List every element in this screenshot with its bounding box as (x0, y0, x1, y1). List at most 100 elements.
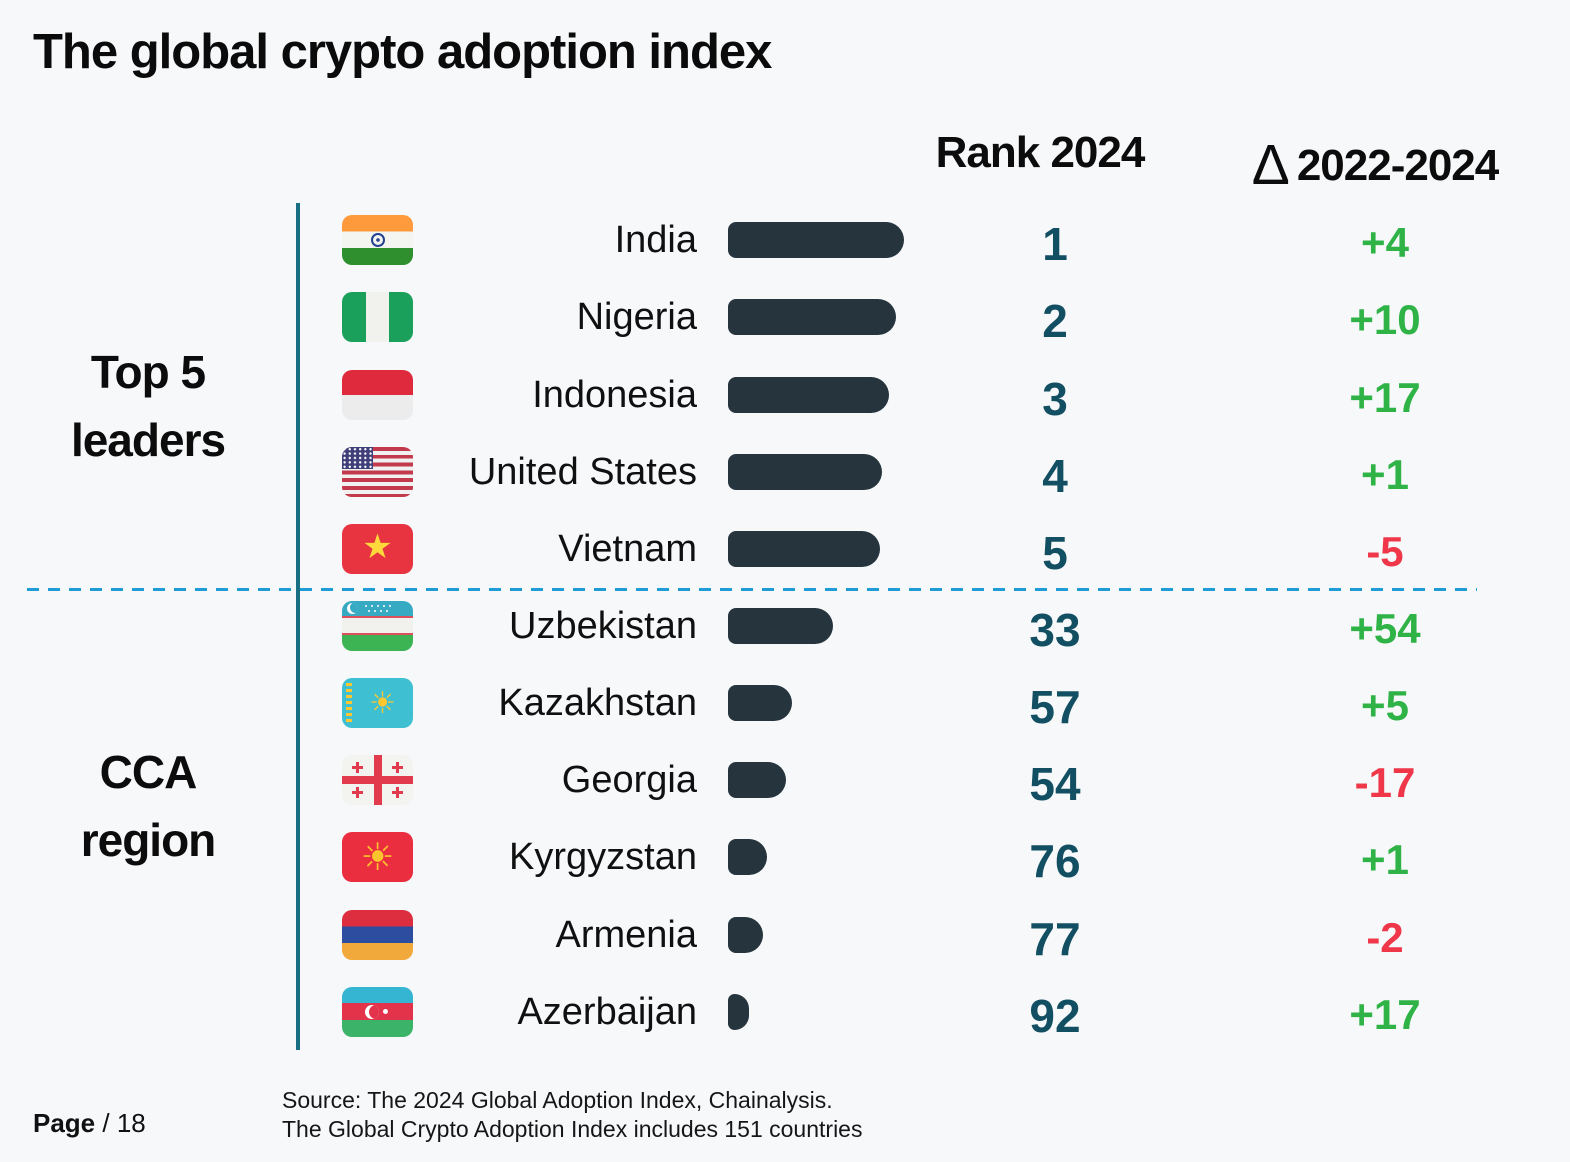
armenia-flag-icon (342, 910, 413, 960)
sun-icon: ☀ (360, 836, 395, 879)
delta-value: -5 (1366, 528, 1404, 575)
rank-value: 3 (1042, 373, 1068, 425)
rank-value: 54 (1029, 758, 1081, 810)
united-states-flag-icon (342, 447, 413, 497)
country-label: Nigeria (576, 296, 697, 338)
delta-value: +54 (1349, 605, 1421, 652)
rank-bar (728, 299, 896, 335)
crescent-icon (347, 603, 358, 614)
group-label-top5-line2: leaders (70, 414, 226, 466)
group-label-cca-line2: region (80, 814, 217, 866)
stars-canton (342, 447, 373, 469)
country-label: Indonesia (532, 374, 697, 416)
group-label-top5: Top 5 leaders (28, 338, 268, 474)
small-cross-icon (392, 762, 403, 773)
rank-value: 5 (1042, 527, 1068, 579)
delta-value: +1 (1361, 836, 1409, 883)
india-flag-icon (342, 215, 413, 265)
source-line-2: The Global Crypto Adoption Index include… (282, 1116, 863, 1142)
country-label: Armenia (555, 914, 698, 956)
rank-value: 1 (1042, 218, 1068, 270)
uzbekistan-flag-icon (342, 601, 413, 651)
rank-bar (728, 994, 749, 1030)
section-divider-dashed (27, 588, 1477, 591)
rank-bar (728, 377, 889, 413)
page-number: / 18 (102, 1108, 146, 1138)
vietnam-flag-icon: ★ (342, 524, 413, 574)
delta-value: -2 (1366, 914, 1404, 961)
star-icon: ★ (362, 528, 393, 566)
table-row-nigeria: Nigeria 2 +10 (0, 278, 1570, 356)
small-cross-icon (352, 762, 363, 773)
crescent-icon (365, 1005, 379, 1019)
table-row-azerbaijan: Azerbaijan 92 +17 (0, 973, 1570, 1051)
kyrgyzstan-flag-icon: ☀ (342, 832, 413, 882)
table-row-uzbekistan: Uzbekistan 33 +54 (0, 587, 1570, 665)
sun-icon: ☀ (369, 686, 396, 720)
delta-triangle-icon: Δ (1251, 133, 1290, 197)
group-label-cca-line1: CCA (99, 746, 198, 798)
rank-value: 57 (1029, 681, 1081, 733)
rank-bar (728, 454, 882, 490)
country-label: Kyrgyzstan (509, 836, 697, 878)
rank-value: 92 (1029, 990, 1081, 1042)
page-title: The global crypto adoption index (33, 25, 772, 79)
delta-value: -17 (1354, 759, 1416, 806)
delta-value: +10 (1349, 296, 1421, 343)
page-label: Page (33, 1108, 96, 1138)
delta-value: +17 (1349, 991, 1421, 1038)
rank-value: 33 (1029, 604, 1081, 656)
rank-value: 4 (1042, 450, 1068, 502)
rank-value: 2 (1042, 295, 1068, 347)
star-dot-icon (383, 1009, 388, 1014)
country-label: Georgia (561, 759, 697, 801)
table-row-kyrgyzstan: ☀ Kyrgyzstan 76 +1 (0, 818, 1570, 896)
country-label: United States (468, 451, 697, 493)
rank-bar (728, 762, 786, 798)
vertical-axis-line (296, 203, 300, 1050)
delta-value: +1 (1361, 451, 1409, 498)
country-label: Azerbaijan (517, 991, 697, 1033)
chakra-icon (370, 233, 385, 247)
kazakhstan-flag-icon: ☀ (342, 678, 413, 728)
source-line-1: Source: The 2024 Global Adoption Index, … (282, 1087, 833, 1113)
country-label: Kazakhstan (498, 682, 697, 724)
rank-bar (728, 685, 792, 721)
country-label: Vietnam (558, 528, 697, 570)
cross-bar-vertical (373, 755, 382, 805)
rank-bar (728, 531, 880, 567)
source-note: Source: The 2024 Global Adoption Index, … (282, 1086, 862, 1144)
table-row-vietnam: ★ Vietnam 5 -5 (0, 510, 1570, 588)
column-header-rank: Rank 2024 (935, 128, 1146, 177)
rank-value: 76 (1029, 835, 1081, 887)
group-label-top5-line1: Top 5 (90, 346, 206, 398)
table-row-india: India 1 +4 (0, 201, 1570, 279)
table-row-georgia: Georgia 54 -17 (0, 741, 1570, 819)
small-cross-icon (392, 787, 403, 798)
delta-value: +5 (1361, 682, 1409, 729)
table-row-indonesia: Indonesia 3 +17 (0, 356, 1570, 434)
country-label: India (614, 219, 697, 261)
column-header-delta-label: 2022-2024 (1296, 141, 1499, 190)
rank-bar (728, 608, 833, 644)
group-label-cca: CCA region (28, 738, 268, 874)
column-header-delta: Δ 2022-2024 (1210, 128, 1540, 197)
rank-bar (728, 222, 904, 258)
page-indicator: Page / 18 (33, 1108, 146, 1139)
rank-bar (728, 917, 763, 953)
ornament-strip (346, 683, 352, 723)
table-row-kazakhstan: ☀ Kazakhstan 57 +5 (0, 664, 1570, 742)
nigeria-flag-icon (342, 292, 413, 342)
rank-value: 77 (1029, 913, 1081, 965)
azerbaijan-flag-icon (342, 987, 413, 1037)
table-row-united-states: United States 4 +1 (0, 433, 1570, 511)
small-cross-icon (352, 787, 363, 798)
rank-bar (728, 839, 767, 875)
delta-value: +4 (1361, 219, 1409, 266)
country-label: Uzbekistan (509, 605, 697, 647)
table-row-armenia: Armenia 77 -2 (0, 896, 1570, 974)
indonesia-flag-icon (342, 370, 413, 420)
georgia-flag-icon (342, 755, 413, 805)
delta-value: +17 (1349, 374, 1421, 421)
